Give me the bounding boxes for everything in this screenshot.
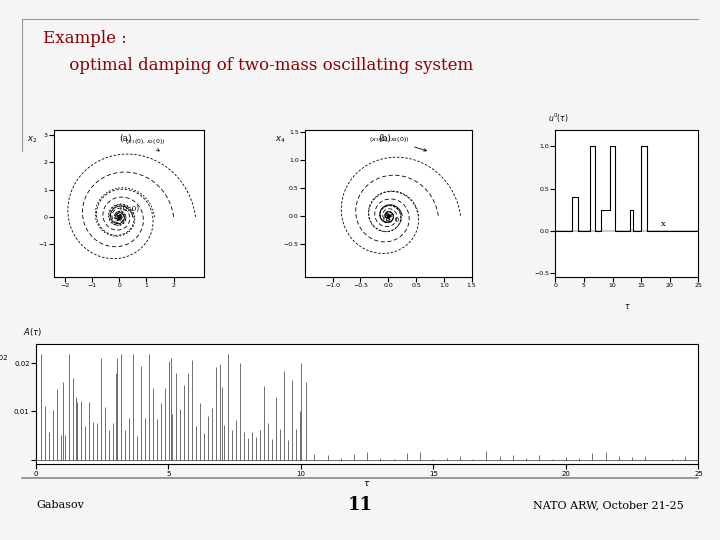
Text: $(x_1(0), x_2(0))$: $(x_1(0), x_2(0))$ (125, 137, 165, 151)
Text: (0, 0): (0, 0) (120, 205, 139, 213)
Text: 0.02: 0.02 (0, 355, 9, 361)
Text: (0, 0): (0, 0) (383, 215, 402, 224)
Text: $x_2$: $x_2$ (27, 134, 37, 145)
Text: (a): (a) (120, 134, 132, 143)
Text: $\tau$: $\tau$ (624, 302, 630, 312)
Text: $\tau$: $\tau$ (364, 479, 371, 488)
Text: $x_4$: $x_4$ (275, 134, 285, 145)
Text: Gabasov: Gabasov (36, 500, 84, 510)
Text: NATO ARW, October 21-25: NATO ARW, October 21-25 (534, 500, 684, 510)
Text: $u^0(\tau)$: $u^0(\tau)$ (548, 112, 569, 125)
Text: $A(\tau)$: $A(\tau)$ (23, 326, 42, 338)
Text: (b): (b) (379, 134, 392, 143)
Text: 11: 11 (348, 496, 372, 514)
Text: $(x_3(0), x_4(0))$: $(x_3(0), x_4(0))$ (369, 134, 426, 151)
Text: x: x (661, 220, 666, 227)
Text: Example :: Example : (43, 30, 127, 46)
Text: optimal damping of two-mass oscillating system: optimal damping of two-mass oscillating … (43, 57, 474, 73)
